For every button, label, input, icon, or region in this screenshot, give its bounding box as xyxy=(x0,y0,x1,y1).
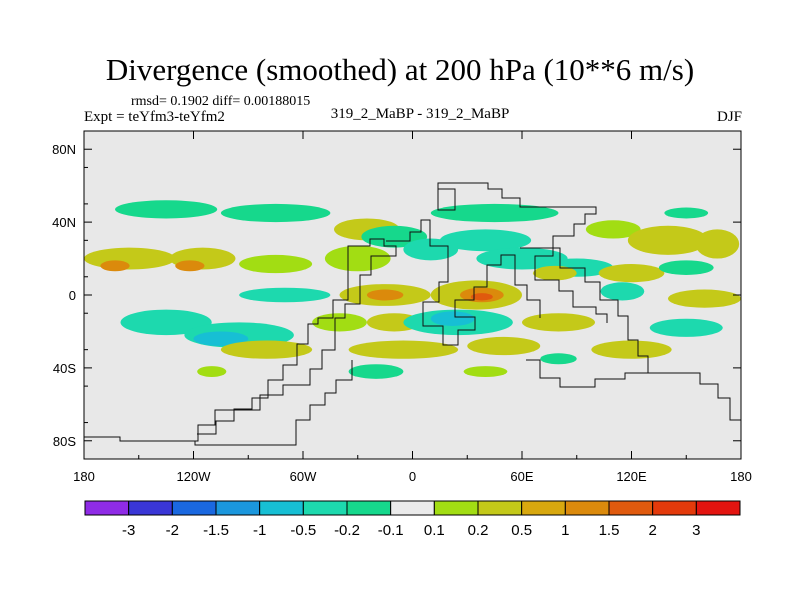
colorbar-swatch xyxy=(84,500,130,516)
coastline-southern-ocean xyxy=(648,372,741,421)
coastline-greenland xyxy=(437,188,456,211)
x-tick-label: 60E xyxy=(510,469,533,484)
coastline-south-america xyxy=(160,238,397,442)
colorbar-swatch xyxy=(521,500,566,516)
colorbar-label: 0.1 xyxy=(424,522,445,539)
divergence-region-14 xyxy=(324,245,391,272)
axes: 180 120W 60W 0 60E 120E 180 80N 40N 0 40S 80S xyxy=(52,130,752,484)
x-tick-label: 180 xyxy=(73,469,95,484)
x-tick-label: 0 xyxy=(409,469,416,484)
colorbar-label: -0.2 xyxy=(334,522,360,539)
divergence-region-3 xyxy=(664,207,709,219)
coastlines xyxy=(84,182,741,446)
colorbar-swatch xyxy=(564,500,610,516)
rmsd-diff-stats: rmsd= 0.1902 diff= 0.00188015 xyxy=(131,94,311,109)
colorbar-label: 0.2 xyxy=(468,522,489,539)
divergence-region-38 xyxy=(649,318,723,337)
colorbar-swatch xyxy=(652,500,697,516)
coastline-north-america xyxy=(437,182,608,323)
colorbar-swatch xyxy=(390,500,435,516)
colorbar-swatch xyxy=(477,500,523,516)
divergence-region-41 xyxy=(467,336,541,356)
divergence-region-22 xyxy=(239,287,331,303)
divergence-region-21 xyxy=(658,260,714,275)
x-tick-label: 60W xyxy=(290,469,317,484)
colorbar-swatch xyxy=(346,500,392,516)
colorbar-label: -1 xyxy=(253,522,266,539)
coastline-antarctica xyxy=(84,360,353,446)
colorbar-label: 0.5 xyxy=(511,522,532,539)
x-tick-label: 180 xyxy=(730,469,752,484)
divergence-region-8 xyxy=(695,229,740,259)
colorbar-swatch xyxy=(695,500,741,516)
coastline-europe-africa xyxy=(386,219,541,346)
contour-fields xyxy=(84,200,741,379)
divergence-region-2 xyxy=(430,203,559,223)
divergence-region-12 xyxy=(175,260,205,272)
coastline-americas-west xyxy=(197,245,355,435)
experiment-label: Expt = teYfm3-teYfm2 xyxy=(84,109,225,125)
divergence-region-30 xyxy=(120,309,212,336)
colorbar-label: -1.5 xyxy=(203,522,229,539)
divergence-region-29 xyxy=(668,289,741,308)
divergence-region-43 xyxy=(348,364,404,379)
divergence-region-19 xyxy=(532,265,577,281)
colorbar-swatch xyxy=(608,500,654,516)
divergence-region-6 xyxy=(585,220,641,239)
divergence-region-13 xyxy=(239,254,313,274)
divergence-region-28 xyxy=(600,282,645,301)
colorbar-label: -0.1 xyxy=(378,522,404,539)
divergence-region-44 xyxy=(463,366,508,377)
y-tick-label: 0 xyxy=(69,288,76,303)
divergence-region-1 xyxy=(220,203,331,223)
colorbar-label: 3 xyxy=(692,522,700,539)
colorbar-swatch xyxy=(215,500,261,516)
season-label: DJF xyxy=(716,109,742,125)
case-label: 319_2_MaBP - 319_2_MaBP xyxy=(330,106,510,122)
y-tick-label: 40S xyxy=(53,361,76,376)
divergence-region-45 xyxy=(540,353,577,365)
divergence-region-37 xyxy=(522,313,595,332)
colorbar: -3 -2 -1.5 -1 -0.5 -0.2 -0.1 0.1 0.2 0.5 1 1.5 2 3 xyxy=(84,500,741,539)
divergence-region-9 xyxy=(84,247,176,270)
y-tick-label: 40N xyxy=(52,215,76,230)
colorbar-swatch xyxy=(259,500,304,516)
divergence-region-7 xyxy=(627,225,709,255)
divergence-region-46 xyxy=(197,366,227,377)
colorbar-label: 1.5 xyxy=(599,522,620,539)
colorbar-label: -3 xyxy=(122,522,135,539)
divergence-region-39 xyxy=(220,340,313,359)
divergence-region-0 xyxy=(115,200,218,219)
divergence-region-40 xyxy=(348,340,459,359)
colorbar-label: 2 xyxy=(648,522,656,539)
colorbar-label: -0.5 xyxy=(290,522,316,539)
y-tick-label: 80S xyxy=(53,434,76,449)
coastline-asia-australia xyxy=(520,247,649,388)
colorbar-swatch xyxy=(302,500,348,516)
y-tick-label: 80N xyxy=(52,142,76,157)
divergence-region-33 xyxy=(312,313,367,332)
divergence-region-42 xyxy=(591,340,672,359)
divergence-region-27 xyxy=(470,293,493,301)
x-tick-label: 120W xyxy=(177,469,212,484)
divergence-region-24 xyxy=(366,289,404,301)
colorbar-swatch xyxy=(433,500,479,516)
x-tick-label: 120E xyxy=(616,469,647,484)
divergence-region-16 xyxy=(439,229,532,252)
divergence-region-10 xyxy=(100,260,130,272)
colorbar-swatch xyxy=(128,500,173,516)
colorbar-label: -2 xyxy=(166,522,179,539)
colorbar-swatch xyxy=(171,500,217,516)
chart-title: Divergence (smoothed) at 200 hPa (10**6 … xyxy=(105,52,695,87)
divergence-region-36 xyxy=(430,311,475,326)
divergence-region-32 xyxy=(193,331,249,347)
colorbar-label: 1 xyxy=(561,522,569,539)
divergence-region-20 xyxy=(598,264,665,283)
